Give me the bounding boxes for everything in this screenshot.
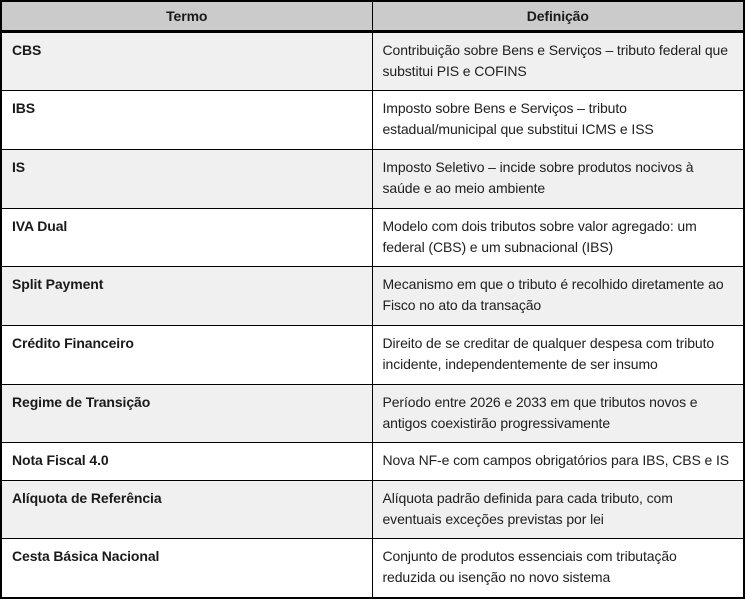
definition-cell: Imposto sobre Bens e Serviços – tributo …: [371, 90, 745, 150]
table-row: CBS Contribuição sobre Bens e Serviços –…: [0, 30, 745, 92]
table-body: CBS Contribuição sobre Bens e Serviços –…: [0, 30, 745, 599]
definition-cell: Modelo com dois tributos sobre valor agr…: [371, 207, 745, 268]
definition-cell: Alíquota padrão definida para cada tribu…: [371, 479, 745, 540]
table-row: Crédito Financeiro Direito de se credita…: [0, 325, 745, 385]
header-row: Termo Definição: [0, 0, 745, 33]
term-cell: Nota Fiscal 4.0: [0, 442, 373, 481]
term-cell: Crédito Financeiro: [0, 325, 373, 385]
definition-cell: Mecanismo em que o tributo é recolhido d…: [371, 266, 745, 327]
term-cell: Cesta Básica Nacional: [0, 538, 373, 599]
table-row: Alíquota de Referência Alíquota padrão d…: [0, 479, 745, 540]
term-cell: Split Payment: [0, 266, 373, 327]
table-row: Split Payment Mecanismo em que o tributo…: [0, 266, 745, 327]
table-header: Termo Definição: [0, 0, 745, 33]
table-row: Cesta Básica Nacional Conjunto de produt…: [0, 538, 745, 599]
definition-cell: Imposto Seletivo – incide sobre produtos…: [371, 148, 745, 209]
term-cell: Regime de Transição: [0, 383, 373, 444]
term-cell: IBS: [0, 90, 373, 150]
column-header-termo: Termo: [0, 0, 373, 33]
term-cell: IS: [0, 148, 373, 209]
table-row: Nota Fiscal 4.0 Nova NF-e com campos obr…: [0, 442, 745, 481]
definition-cell: Nova NF-e com campos obrigatórios para I…: [371, 442, 745, 481]
definition-cell: Período entre 2026 e 2033 em que tributo…: [371, 383, 745, 444]
table-row: Regime de Transição Período entre 2026 e…: [0, 383, 745, 444]
table-row: IS Imposto Seletivo – incide sobre produ…: [0, 148, 745, 209]
term-cell: Alíquota de Referência: [0, 479, 373, 540]
term-cell: CBS: [0, 30, 373, 92]
table-row: IVA Dual Modelo com dois tributos sobre …: [0, 207, 745, 268]
definition-cell: Contribuição sobre Bens e Serviços – tri…: [371, 30, 745, 92]
definition-cell: Conjunto de produtos essenciais com trib…: [371, 538, 745, 599]
table-row: IBS Imposto sobre Bens e Serviços – trib…: [0, 90, 745, 150]
definition-cell: Direito de se creditar de qualquer despe…: [371, 325, 745, 385]
term-cell: IVA Dual: [0, 207, 373, 268]
column-header-definicao: Definição: [371, 0, 745, 33]
